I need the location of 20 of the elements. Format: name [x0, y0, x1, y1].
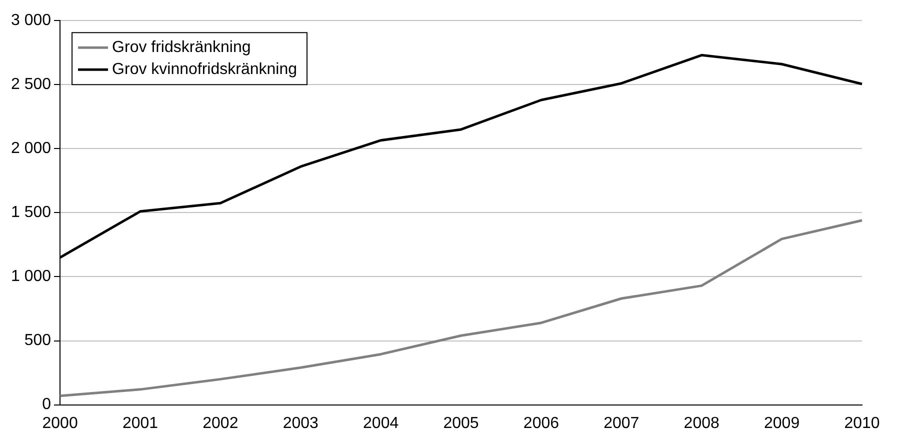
x-tick-label: 2003 [282, 414, 319, 432]
legend-label: Grov fridskränkning [112, 39, 251, 56]
y-tick-label: 1 500 [10, 204, 52, 222]
y-tick-label: 0 [42, 396, 52, 414]
x-tick-label: 2010 [844, 414, 880, 432]
y-tick-label: 2 500 [10, 76, 52, 94]
x-tick-label: 2008 [684, 414, 720, 432]
legend-label: Grov kvinnofridskränkning [112, 61, 298, 78]
y-tick-label: 2 000 [10, 140, 52, 158]
x-tick-label: 2005 [443, 414, 479, 432]
x-tick-label: 2006 [523, 414, 560, 432]
y-tick-label: 500 [24, 332, 52, 350]
y-tick-label: 3 000 [10, 12, 52, 30]
x-tick-label: 2004 [363, 414, 399, 432]
y-tick-label: 1 000 [10, 268, 52, 286]
x-tick-label: 2009 [764, 414, 800, 432]
x-tick-label: 2000 [42, 414, 78, 432]
x-tick-label: 2001 [122, 414, 158, 432]
x-tick-label: 2007 [604, 414, 640, 432]
x-tick-label: 2002 [202, 414, 238, 432]
